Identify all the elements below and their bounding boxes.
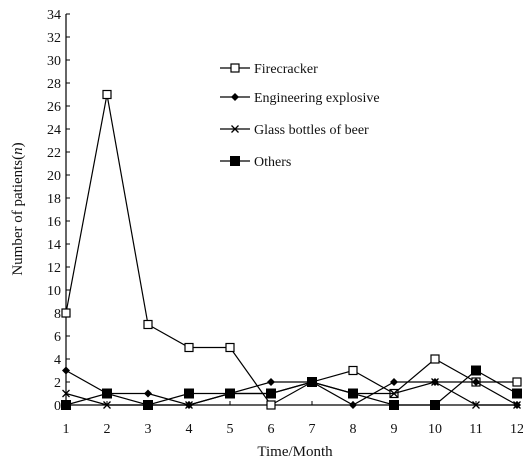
- data-point: [185, 401, 193, 409]
- data-point: [389, 400, 399, 410]
- series-layer: [61, 89, 522, 410]
- y-axis-title-paren-open: (: [10, 155, 26, 160]
- data-point: [103, 401, 111, 409]
- data-point: [431, 378, 439, 386]
- y-tick-label: 34: [47, 8, 61, 23]
- data-point: [348, 365, 358, 376]
- data-point: [390, 389, 398, 398]
- legend-label: Others: [254, 155, 291, 170]
- data-point: [472, 401, 480, 409]
- data-point: [266, 388, 276, 399]
- data-point: [62, 366, 70, 375]
- data-point: [143, 319, 153, 330]
- data-point: [390, 378, 398, 386]
- data-point: [349, 401, 357, 409]
- series-line: [65, 369, 518, 406]
- legend-marker: [231, 93, 239, 101]
- y-axis-title-paren-close: ): [10, 142, 26, 147]
- data-point: [62, 389, 70, 398]
- x-tick-label: 6: [268, 422, 275, 437]
- y-tick-label: 20: [47, 169, 61, 184]
- x-tick-label: 7: [309, 422, 316, 437]
- y-tick-label: 10: [47, 284, 61, 299]
- x-tick-label: 3: [145, 422, 152, 437]
- data-point: [472, 378, 480, 386]
- y-tick-label: 32: [47, 31, 61, 46]
- series-firecracker: [61, 89, 522, 410]
- data-point: [184, 342, 194, 353]
- y-tick-label: 0: [54, 399, 61, 414]
- legend-marker: [230, 156, 240, 166]
- data-point: [184, 388, 194, 399]
- data-point: [144, 389, 152, 398]
- y-tick-label: 26: [47, 100, 61, 115]
- y-tick-label: 2: [54, 376, 61, 391]
- legend-label: Glass bottles of beer: [254, 123, 369, 138]
- legend-label: Firecracker: [254, 62, 318, 77]
- legend-label: Engineering explosive: [254, 91, 380, 106]
- y-tick-label: 22: [47, 146, 61, 161]
- legend-item: Firecracker: [220, 62, 318, 77]
- x-tick-label: 12: [510, 422, 523, 437]
- data-point: [61, 400, 71, 410]
- data-point: [266, 400, 276, 410]
- x-tick-label: 10: [428, 422, 442, 437]
- data-point: [102, 388, 112, 399]
- x-tick-label: 2: [104, 422, 111, 437]
- x-ticks: 1 2 3 4 5 6 7 8 9 10 11 12: [63, 401, 523, 437]
- x-axis-title: Time/Month: [257, 444, 333, 460]
- y-tick-label: 30: [47, 54, 61, 69]
- y-tick-label: 24: [47, 123, 61, 138]
- data-point: [267, 378, 275, 386]
- x-tick-label: 9: [391, 422, 398, 437]
- data-point: [61, 308, 71, 318]
- legend-item: Engineering explosive: [220, 91, 380, 106]
- y-axis-title-variable: n: [10, 147, 26, 155]
- x-tick-label: 4: [186, 422, 193, 437]
- y-tick-label: 28: [47, 77, 61, 92]
- series-line: [65, 94, 517, 406]
- data-point: [513, 401, 521, 409]
- y-axis-title-main: Number of patients: [10, 160, 26, 276]
- y-tick-label: 6: [54, 330, 61, 345]
- data-point: [512, 388, 522, 399]
- x-tick-label: 5: [227, 422, 234, 437]
- series-line: [65, 369, 518, 406]
- y-tick-label: 16: [47, 215, 61, 230]
- data-point: [471, 365, 481, 376]
- y-axis-title: Number of patients(n): [10, 142, 26, 275]
- legend-item: Others: [220, 155, 291, 170]
- x-tick-label: 1: [63, 422, 70, 437]
- data-point: [143, 400, 153, 410]
- data-point: [348, 388, 358, 399]
- y-tick-label: 14: [47, 238, 61, 253]
- y-tick-label: 8: [54, 307, 61, 322]
- x-tick-label: 11: [469, 422, 482, 437]
- legend-item: Glass bottles of beer: [220, 123, 369, 138]
- data-point: [307, 377, 317, 387]
- data-point: [430, 400, 440, 410]
- data-point: [430, 354, 440, 364]
- data-point: [225, 342, 235, 353]
- series-others: [61, 365, 522, 410]
- legend: Firecracker Engineering explosive Glass bo…: [220, 62, 380, 170]
- data-point: [225, 388, 235, 399]
- y-tick-label: 18: [47, 192, 61, 207]
- x-tick-label: 8: [350, 422, 357, 437]
- data-point: [102, 89, 112, 100]
- legend-marker: [231, 125, 239, 133]
- data-point: [512, 377, 522, 387]
- legend-marker: [230, 63, 240, 73]
- y-tick-label: 12: [47, 261, 61, 276]
- y-tick-label: 4: [54, 353, 61, 368]
